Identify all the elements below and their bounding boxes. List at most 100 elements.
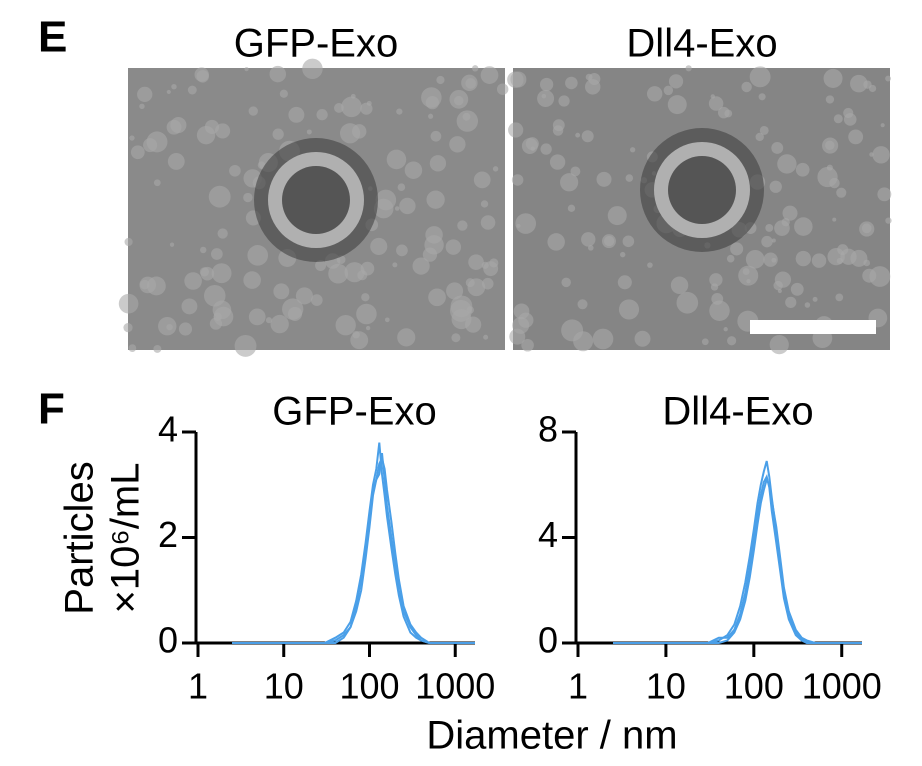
image-title: GFP-Exo: [234, 22, 398, 66]
texture: [525, 137, 539, 151]
x-label: Diameter / nm: [426, 714, 677, 758]
texture: [270, 314, 289, 334]
texture: [825, 95, 835, 104]
x-tick-label: 1000: [415, 666, 495, 707]
texture: [634, 330, 651, 347]
texture: [445, 239, 462, 255]
texture: [248, 106, 258, 116]
texture: [480, 66, 499, 84]
texture: [461, 74, 478, 92]
texture: [178, 322, 193, 336]
texture: [360, 261, 375, 276]
texture: [607, 206, 627, 226]
texture: [817, 166, 838, 188]
texture: [169, 242, 175, 247]
texture: [723, 327, 728, 332]
texture: [646, 86, 663, 102]
panel-label: E: [38, 13, 67, 62]
texture: [541, 93, 547, 99]
texture: [570, 166, 581, 177]
texture: [424, 235, 444, 255]
y-tick-label: 0: [538, 620, 558, 661]
image-title: Dll4-Exo: [626, 22, 777, 66]
texture: [518, 312, 534, 328]
y-tick-label: 4: [158, 409, 178, 450]
y-tick-label: 2: [158, 514, 178, 555]
texture: [302, 58, 323, 80]
texture: [709, 273, 723, 287]
texture: [124, 237, 133, 247]
texture: [451, 333, 461, 343]
texture: [774, 271, 792, 288]
texture: [575, 132, 581, 138]
texture: [746, 278, 751, 284]
texture: [717, 106, 730, 119]
texture: [257, 161, 266, 169]
texture: [877, 187, 892, 202]
texture: [758, 93, 766, 101]
texture: [139, 103, 145, 110]
texture: [194, 67, 209, 82]
series-line: [232, 455, 475, 644]
texture: [456, 110, 479, 132]
texture: [428, 288, 446, 307]
texture: [211, 248, 223, 260]
texture: [567, 204, 576, 212]
texture: [668, 74, 684, 89]
texture: [396, 108, 403, 115]
texture: [765, 223, 774, 232]
texture: [774, 220, 790, 236]
texture: [356, 303, 377, 325]
texture: [496, 83, 509, 95]
texture: [850, 249, 868, 267]
texture: [795, 250, 812, 267]
texture: [450, 295, 473, 318]
texture: [730, 242, 744, 256]
texture: [273, 283, 290, 300]
texture: [462, 112, 471, 121]
texture: [742, 268, 750, 275]
texture: [547, 233, 565, 251]
texture: [763, 252, 778, 267]
texture: [130, 145, 145, 160]
texture: [561, 277, 571, 288]
texture: [394, 206, 400, 211]
texture: [412, 257, 430, 275]
texture: [123, 323, 133, 333]
texture: [429, 155, 447, 172]
texture: [436, 75, 445, 85]
texture: [244, 67, 249, 72]
texture: [832, 217, 837, 222]
texture: [509, 328, 526, 345]
texture: [344, 262, 365, 283]
texture: [386, 149, 407, 170]
texture: [581, 232, 596, 247]
texture: [771, 142, 784, 154]
micrograph: [118, 58, 509, 357]
texture: [146, 131, 168, 153]
texture: [863, 259, 871, 267]
texture: [449, 136, 466, 153]
x-tick-label: 1000: [802, 666, 882, 707]
texture: [863, 80, 872, 89]
series-line: [613, 474, 862, 644]
texture: [428, 113, 434, 119]
x-tick-label: 10: [264, 666, 304, 707]
texture: [187, 85, 197, 95]
texture: [351, 124, 367, 139]
texture: [663, 85, 674, 96]
texture: [467, 278, 486, 297]
texture: [384, 317, 390, 323]
texture: [350, 93, 356, 99]
texture: [629, 147, 636, 153]
texture: [430, 130, 442, 142]
texture: [708, 96, 724, 111]
texture: [761, 235, 773, 248]
texture: [217, 228, 228, 239]
texture: [565, 76, 578, 90]
texture: [335, 315, 356, 336]
texture: [480, 215, 496, 230]
texture: [558, 95, 570, 107]
texture: [370, 237, 388, 256]
texture: [710, 283, 719, 291]
